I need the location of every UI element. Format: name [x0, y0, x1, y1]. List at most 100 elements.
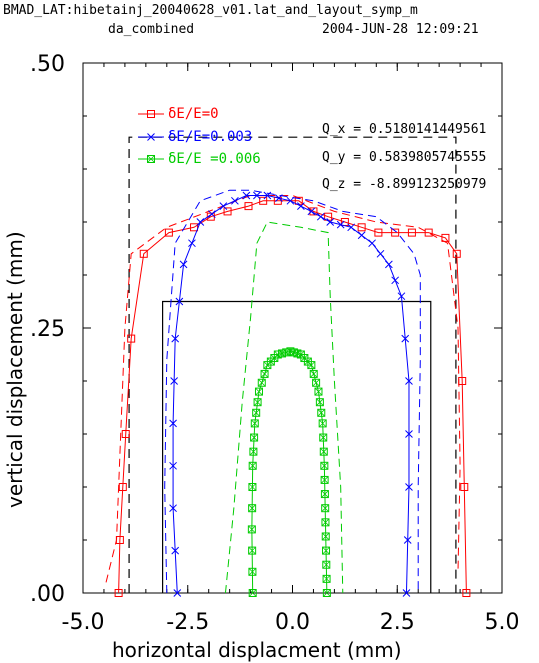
series-4-point: [318, 419, 327, 428]
series-0-point: [309, 207, 318, 216]
series-4-point-cross: [321, 504, 329, 512]
series-2-point: [242, 191, 251, 200]
series-0-point: [374, 228, 383, 237]
series-4-point-cross: [249, 589, 256, 597]
legend-label-2: δE/E =0.006: [168, 151, 261, 167]
series-4-point: [250, 433, 259, 442]
series-2-point: [402, 589, 411, 597]
series-2-point: [347, 223, 356, 232]
series-2-point: [376, 249, 385, 258]
series-2-point: [397, 292, 406, 301]
series-4-point: [320, 475, 329, 484]
series-4-point-cross: [316, 398, 324, 406]
y-tick-label: .00: [30, 582, 65, 607]
header-line2-right: 2004-JUN-28 12:09:21: [322, 22, 479, 37]
series-4-point: [248, 461, 257, 470]
series-4-point: [321, 532, 330, 541]
series-4-point: [312, 378, 321, 387]
series-4-point: [248, 567, 257, 576]
series-2-point: [219, 202, 228, 210]
series-4-point-cross: [320, 448, 328, 455]
series-4-point-cross: [308, 361, 315, 369]
series-0-point: [127, 334, 136, 343]
series-0-point: [139, 249, 148, 258]
series-4-point: [319, 433, 328, 442]
series-4-point: [257, 378, 266, 387]
series-2-point: [385, 260, 393, 269]
annotation-qy: Q_y = 0.5839805745555: [322, 150, 486, 165]
series-2-point: [173, 589, 182, 597]
series-4-point-cross: [321, 476, 328, 484]
series-0-point: [223, 207, 232, 216]
series-4-point: [315, 398, 324, 407]
series-4-point-cross: [251, 420, 259, 427]
series-4-point: [321, 504, 330, 513]
legend-label-0: δE/E=0: [168, 106, 219, 122]
series-4-point-cross: [250, 434, 258, 441]
series-2-point: [336, 220, 345, 229]
series-4-point: [253, 398, 262, 407]
legend-marker-2-cross: [147, 155, 155, 163]
series-4-point-cross: [261, 370, 268, 378]
series-0-point: [121, 430, 130, 438]
y-tick-label: .50: [30, 52, 65, 77]
series-2-point: [169, 461, 177, 470]
series-4-point: [249, 447, 258, 456]
plot-frame: [82, 62, 503, 594]
x-tick-label: 0.0: [275, 610, 310, 635]
series-0-point: [441, 233, 450, 242]
series-4-point-cross: [322, 533, 330, 540]
series-2-point: [391, 276, 400, 285]
series-0-point: [244, 202, 253, 211]
series-2-point: [179, 260, 188, 269]
series-4-point: [247, 525, 256, 534]
series-4-point-cross: [310, 370, 318, 378]
series-2-point: [188, 239, 196, 248]
series-2-point: [196, 218, 205, 226]
series-0-point: [164, 228, 173, 237]
x-tick-label: 5.0: [485, 610, 520, 635]
x-tick-label: 2.5: [380, 610, 415, 635]
series-0-point: [452, 249, 461, 258]
series-2-point: [171, 334, 180, 343]
series-4-point-cross: [317, 409, 325, 417]
series-4-point: [322, 574, 331, 583]
series-4-point: [322, 546, 331, 555]
series-2-point: [401, 334, 410, 343]
series-3-line: [164, 189, 421, 594]
series-4-point-cross: [255, 388, 263, 395]
legend-marker-0: [147, 110, 155, 118]
plot-area: -5.0 -2.5 0.0 2.5 5.0 .00 .25 .50: [30, 52, 520, 635]
series-0-point: [190, 223, 199, 232]
series-2-point: [253, 191, 261, 200]
series-2-point: [405, 377, 413, 385]
x-tick-label: -5.0: [62, 610, 105, 635]
series-4-point: [321, 518, 330, 527]
series-0-point: [357, 223, 366, 232]
series-2-point: [169, 419, 177, 428]
series-4-point: [254, 387, 263, 396]
series-4-point-cross: [319, 434, 327, 441]
series-4-point-cross: [248, 547, 256, 554]
series-5-line: [224, 221, 344, 594]
series-0-point: [259, 196, 268, 205]
series-2-point: [170, 377, 178, 385]
series-2-point: [403, 536, 412, 544]
series-2-point: [405, 483, 413, 491]
series-4-point-cross: [252, 409, 260, 417]
legend: δE/E=0 δE/E=0.003 δE/E =0.006: [168, 106, 261, 167]
series-4-point-cross: [321, 490, 329, 498]
y-axis-label: vertical displacement (mm): [3, 231, 27, 508]
series-2-point: [316, 212, 325, 221]
series-4-point-cross: [323, 575, 330, 583]
series-2-point: [169, 504, 177, 513]
series-4-point-cross: [322, 547, 330, 554]
series-1-line: [105, 195, 461, 583]
series-2-point: [307, 207, 316, 216]
series-4-point-cross: [315, 388, 322, 395]
series-4-point: [248, 504, 257, 513]
series-2-point: [357, 231, 366, 240]
series-0-point: [391, 228, 400, 237]
series-4-point: [320, 461, 329, 470]
